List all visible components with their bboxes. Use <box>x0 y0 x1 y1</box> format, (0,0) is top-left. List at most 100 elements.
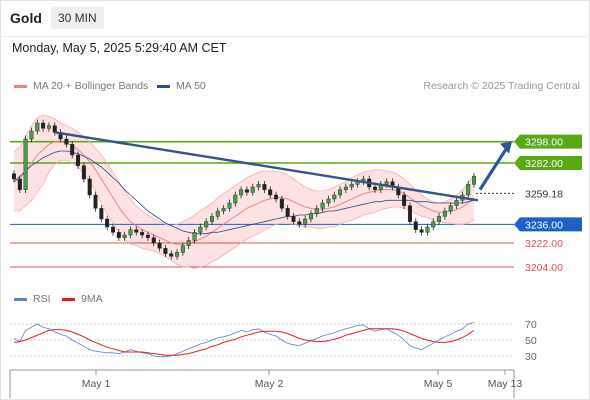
bollinger-upper-line <box>13 114 475 227</box>
level-tag-3298.00 <box>514 134 582 149</box>
candle-body <box>308 213 313 220</box>
level-label-3259.18: 3259.18 <box>525 188 563 200</box>
candle-body <box>186 240 191 246</box>
candle-body <box>343 186 348 190</box>
candle-body <box>297 221 302 225</box>
ma20-legend-label: MA 20 + Bollinger Bands <box>33 80 149 92</box>
timeframe-button[interactable]: 30 MIN <box>51 7 104 29</box>
candle-body <box>169 253 174 257</box>
candle-body <box>425 226 430 233</box>
rsi-tick-50: 50 <box>525 335 537 347</box>
candle-body <box>262 184 267 190</box>
candle-body <box>227 202 232 209</box>
candle-body <box>163 248 168 254</box>
candle-body <box>407 205 412 222</box>
candle-body <box>64 138 69 145</box>
candle-body <box>256 184 261 188</box>
ma50-swatch <box>157 84 170 88</box>
candle-body <box>52 125 57 133</box>
candle-body <box>326 198 331 204</box>
rsi-tick-30: 30 <box>525 351 537 363</box>
research-credit: Research © 2025 Trading Central <box>423 80 580 92</box>
candle-body <box>140 232 145 236</box>
x-tick-label: May 5 <box>424 378 453 390</box>
9ma-line <box>13 328 475 356</box>
candle-body <box>431 221 436 228</box>
projection-arrow-shaft <box>478 146 509 191</box>
candle-body <box>11 173 16 180</box>
candle-body <box>402 194 407 206</box>
ma50-legend-label: MA 50 <box>176 80 206 92</box>
candle-body <box>314 208 319 214</box>
legend-ma50: MA 50 <box>157 80 206 92</box>
projection-arrow-head <box>500 141 512 154</box>
level-tag-3236.00 <box>514 217 582 232</box>
candle-body <box>134 229 139 233</box>
candle-body <box>41 122 46 129</box>
candle-body <box>274 194 279 200</box>
candle-body <box>221 208 226 212</box>
candle-body <box>373 186 378 190</box>
ma9-swatch <box>62 297 75 301</box>
level-tag-3282.00 <box>514 156 582 170</box>
candle-body <box>81 165 86 180</box>
timestamp: Monday, May 5, 2025 5:29:40 AM CET <box>12 41 227 55</box>
ma9-legend-label: 9MA <box>81 293 103 305</box>
ma50-line <box>13 150 475 235</box>
candle-body <box>448 205 453 212</box>
candle-body <box>250 186 255 193</box>
candle-body <box>151 237 156 244</box>
candle-body <box>268 189 273 196</box>
candle-body <box>204 221 209 228</box>
instrument-title: Gold <box>10 10 42 26</box>
x-tick-label: May 1 <box>82 378 111 390</box>
candle-body <box>122 234 127 238</box>
rsi-legend-label: RSI <box>33 293 51 305</box>
candle-body <box>239 189 244 196</box>
candle-body <box>442 210 447 217</box>
legend-rsi: RSI <box>14 293 51 305</box>
candle-body <box>157 242 162 249</box>
candle-body <box>180 245 185 253</box>
candle-body <box>291 216 296 222</box>
legend-ma20-bollinger: MA 20 + Bollinger Bands <box>14 80 148 92</box>
candle-body <box>454 200 459 206</box>
candle-body <box>320 202 325 209</box>
candle-body <box>105 218 110 228</box>
candle-body <box>384 181 389 185</box>
candle-body <box>413 221 418 230</box>
rsi-tick-70: 70 <box>525 319 537 331</box>
candle-body <box>192 232 197 241</box>
candle-body <box>145 234 150 238</box>
trendline <box>54 131 479 202</box>
candle-body <box>46 125 51 129</box>
candle-body <box>175 252 180 257</box>
x-tick-label: May 13 <box>488 378 523 390</box>
rsi-line <box>13 322 475 358</box>
candle-body <box>349 184 354 188</box>
candle-body <box>116 232 121 238</box>
candle-body <box>209 216 214 222</box>
candle-body <box>215 210 220 217</box>
candle-body <box>110 226 115 233</box>
candle-body <box>35 122 40 132</box>
candle-body <box>332 194 337 200</box>
rsi-swatch <box>14 297 27 301</box>
level-label-3282.00: 3282.00 <box>525 158 563 170</box>
candle-body <box>17 178 22 190</box>
legend-9ma: 9MA <box>62 293 103 305</box>
candle-body <box>338 189 343 196</box>
candle-body <box>466 184 471 196</box>
candle-body <box>303 218 308 225</box>
header-bar: Gold 30 MIN <box>0 0 590 37</box>
candle-body <box>244 189 249 193</box>
candle-body <box>99 208 104 220</box>
candle-body <box>23 138 28 190</box>
candle-body <box>93 194 98 209</box>
candle-body <box>279 198 284 209</box>
candle-body <box>128 229 133 236</box>
level-label-3222.00: 3222.00 <box>525 238 563 250</box>
level-label-3204.00: 3204.00 <box>525 262 563 274</box>
candle-body <box>29 130 34 140</box>
